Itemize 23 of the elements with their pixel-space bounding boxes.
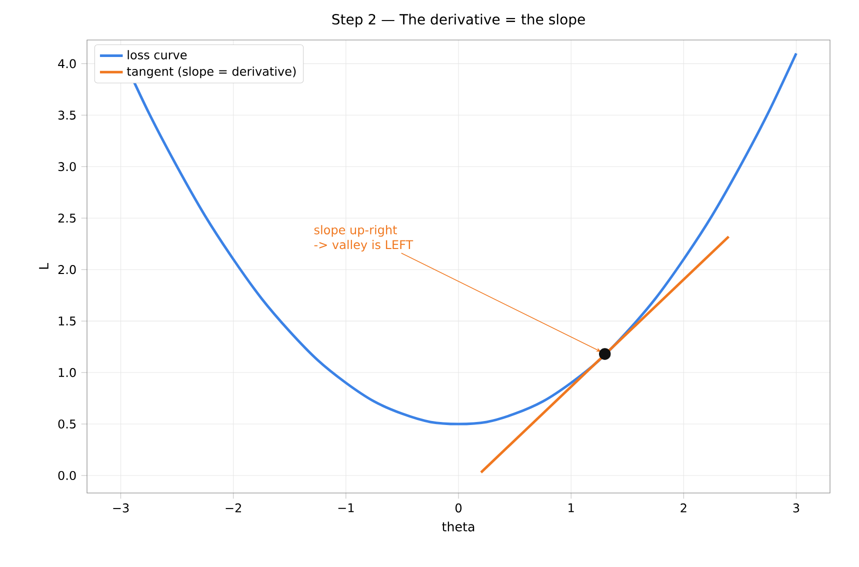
chart-title: Step 2 — The derivative = the slope	[332, 14, 585, 28]
x-tick-label: −3	[113, 503, 129, 512]
legend-label: loss curve	[128, 50, 187, 60]
y-tick-label: 0.0	[58, 470, 76, 480]
x-tick-label: 1	[568, 503, 574, 512]
annotation: -> valley is LEFT	[314, 240, 414, 252]
x-tick-label: −2	[226, 503, 242, 512]
x-tick-label: 0	[455, 503, 462, 512]
y-tick-label: 3.5	[58, 110, 76, 120]
legend-label: tangent (slope = derivative)	[126, 66, 296, 78]
x-tick-label: 2	[680, 503, 686, 512]
x-axis-title: theta	[442, 522, 474, 532]
x-tick-label: 3	[793, 503, 800, 512]
annotation: slope up-right	[314, 225, 397, 237]
y-tick-label: 1.0	[58, 368, 76, 378]
y-tick-label: 0.5	[58, 419, 76, 429]
y-tick-label: 3.0	[58, 162, 76, 172]
y-axis-title: L	[39, 263, 48, 269]
y-tick-label: 1.5	[58, 316, 76, 326]
y-tick-label: 2.5	[58, 214, 76, 223]
y-tick-label: 2.0	[58, 265, 76, 274]
x-tick-label: −1	[338, 503, 354, 512]
y-tick-label: 4.0	[58, 59, 76, 68]
